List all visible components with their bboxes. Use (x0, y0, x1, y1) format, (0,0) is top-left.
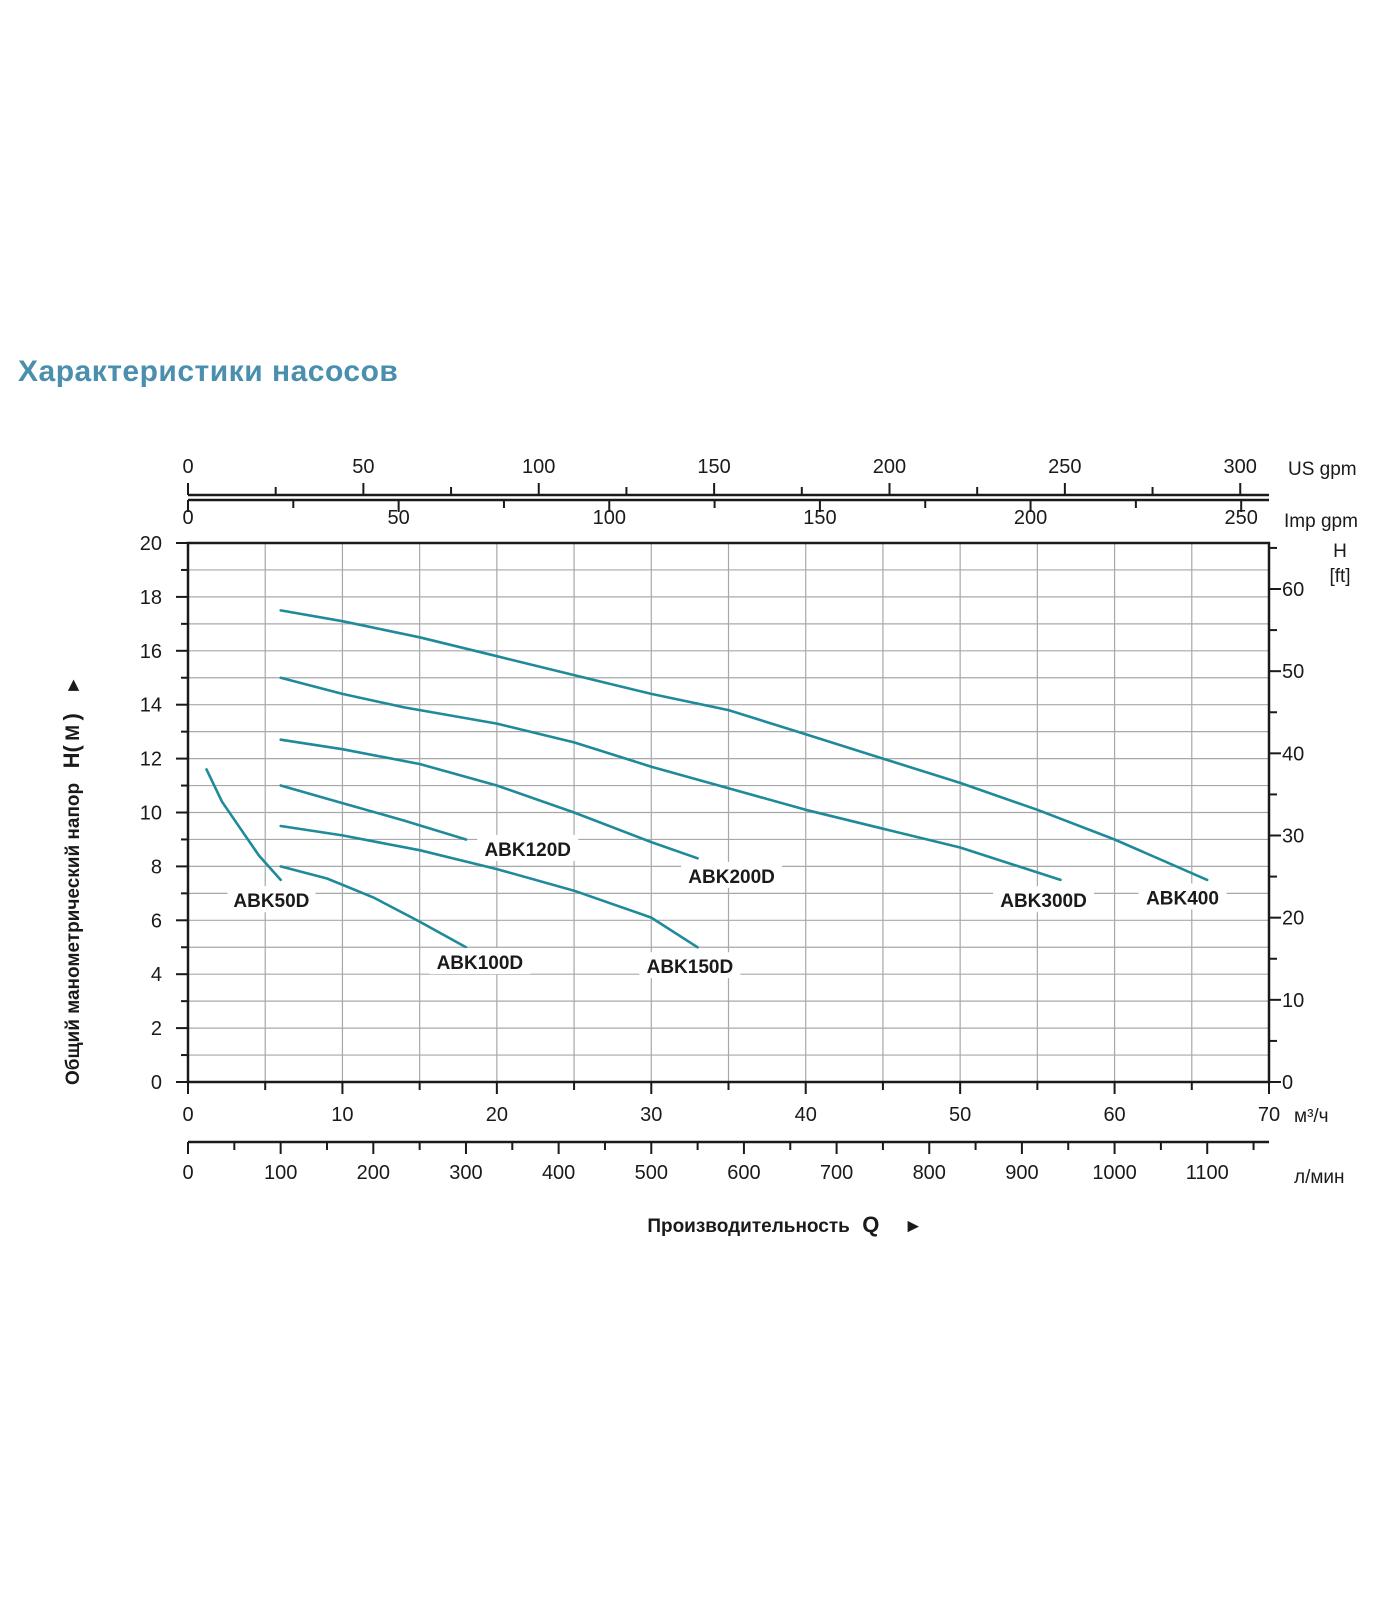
y-tick-label: 8 (151, 856, 162, 878)
x-tick-label: 40 (795, 1104, 817, 1126)
ft-tick-label: 60 (1282, 579, 1304, 601)
impgpm-tick-label: 150 (803, 507, 836, 529)
usgpm-tick-label: 200 (873, 456, 906, 478)
y-tick-label: 4 (151, 964, 162, 986)
y-unit-ft-label-line2: [ft] (1329, 566, 1350, 587)
lpm-tick-label: 900 (1005, 1162, 1038, 1184)
x-tick-label: 30 (640, 1104, 662, 1126)
lpm-tick-label: 700 (820, 1162, 853, 1184)
x-unit-lpm-label: л/мин (1294, 1167, 1345, 1188)
lpm-tick-label: 300 (449, 1162, 482, 1184)
y-axis-title-arrow: ► (63, 676, 84, 695)
series-label-bg (429, 948, 531, 975)
ft-tick-label: 0 (1282, 1072, 1293, 1094)
series-label-bg (477, 834, 579, 861)
series-line-abk150d (279, 824, 699, 949)
labels-layer: ABK50D ABK100D ABK120D ABK150D ABK200D ABK300… (227, 834, 1227, 979)
x-tick-label: 20 (486, 1104, 508, 1126)
series-label-bg (227, 886, 316, 913)
series-line-abk120d (279, 784, 468, 841)
y-tick-label: 12 (140, 749, 162, 771)
y-tick-label: 10 (140, 803, 162, 825)
y-axis-title: Общий манометрический напор H( M ) ► (59, 676, 84, 1085)
x-tick-label: 0 (182, 1104, 193, 1126)
series-line-abk200d (279, 738, 699, 860)
y-tick-label: 0 (151, 1072, 162, 1094)
lpm-tick-label: 1000 (1092, 1162, 1137, 1184)
usgpm-tick-label: 0 (182, 456, 193, 478)
y-axis-title-close: ) (59, 713, 84, 720)
lpm-tick-label: 400 (542, 1162, 575, 1184)
ft-tick-label: 30 (1282, 826, 1304, 848)
y-tick-label: 20 (140, 533, 162, 555)
impgpm-tick-label: 100 (593, 507, 626, 529)
y-axis-title-unit: M (63, 725, 84, 741)
series-line-abk50d (205, 768, 282, 882)
series-label-abk300d: ABK300D (1000, 891, 1087, 912)
y-tick-label: 16 (140, 641, 162, 663)
usgpm-tick-label: 150 (697, 456, 730, 478)
series-label-bg (639, 952, 741, 979)
series-line-abk300d (279, 676, 1062, 882)
y-unit-ft-label-line1: H (1333, 541, 1347, 562)
series-line-abk400 (279, 609, 1209, 882)
impgpm-tick-label: 0 (182, 507, 193, 529)
lpm-tick-label: 200 (357, 1162, 390, 1184)
series-label-bg (681, 861, 783, 888)
x-unit-m3h-label: м³/ч (1294, 1106, 1329, 1127)
series-label-abk50d: ABK50D (233, 891, 309, 912)
x-tick-label: 10 (331, 1104, 353, 1126)
curves-layer (205, 609, 1209, 949)
series-line-abk100d (279, 865, 468, 949)
series-label-abk120d: ABK120D (484, 840, 571, 861)
series-label-abk150d: ABK150D (647, 957, 734, 978)
lpm-tick-label: 0 (182, 1162, 193, 1184)
y-tick-label: 6 (151, 910, 162, 932)
x-unit-usgpm-label: US gpm (1288, 459, 1357, 480)
x-axis-title: Производительность Q ► (647, 1212, 922, 1237)
y-axis-title-symbol: H( (59, 745, 84, 769)
lpm-tick-label: 500 (635, 1162, 668, 1184)
series-label-bg (993, 886, 1095, 913)
lpm-tick-label: 600 (727, 1162, 760, 1184)
x-tick-label: 70 (1258, 1104, 1280, 1126)
y-axis-title-text: Общий манометрический напор (63, 783, 84, 1085)
usgpm-tick-label: 50 (352, 456, 374, 478)
x-tick-label: 50 (949, 1104, 971, 1126)
x-unit-impgpm-label: Imp gpm (1284, 511, 1358, 532)
lpm-tick-label: 100 (264, 1162, 297, 1184)
series-label-bg (1138, 883, 1227, 910)
ft-tick-label: 20 (1282, 908, 1304, 930)
series-label-abk400: ABK400 (1146, 888, 1219, 909)
series-label-abk100d: ABK100D (437, 953, 524, 974)
y-tick-label: 18 (140, 587, 162, 609)
series-label-abk200d: ABK200D (688, 867, 775, 888)
x-tick-label: 60 (1103, 1104, 1125, 1126)
ft-tick-label: 10 (1282, 990, 1304, 1012)
usgpm-tick-label: 100 (522, 456, 555, 478)
y-tick-label: 14 (140, 695, 162, 717)
ft-tick-label: 50 (1282, 661, 1304, 683)
lpm-tick-label: 1100 (1186, 1162, 1229, 1184)
lpm-tick-label: 800 (913, 1162, 946, 1184)
x-axis-title-symbol: Q (862, 1212, 879, 1237)
impgpm-tick-label: 200 (1014, 507, 1047, 529)
x-axis-title-text: Производительность (647, 1216, 850, 1237)
usgpm-tick-label: 300 (1224, 456, 1257, 478)
y-tick-label: 2 (151, 1018, 162, 1040)
impgpm-tick-label: 50 (388, 507, 410, 529)
ft-tick-label: 40 (1282, 743, 1304, 765)
page-title: Характеристики насосов (18, 355, 399, 388)
x-axis-title-arrow: ► (904, 1216, 923, 1237)
usgpm-tick-label: 250 (1048, 456, 1081, 478)
impgpm-tick-label: 250 (1225, 507, 1258, 529)
